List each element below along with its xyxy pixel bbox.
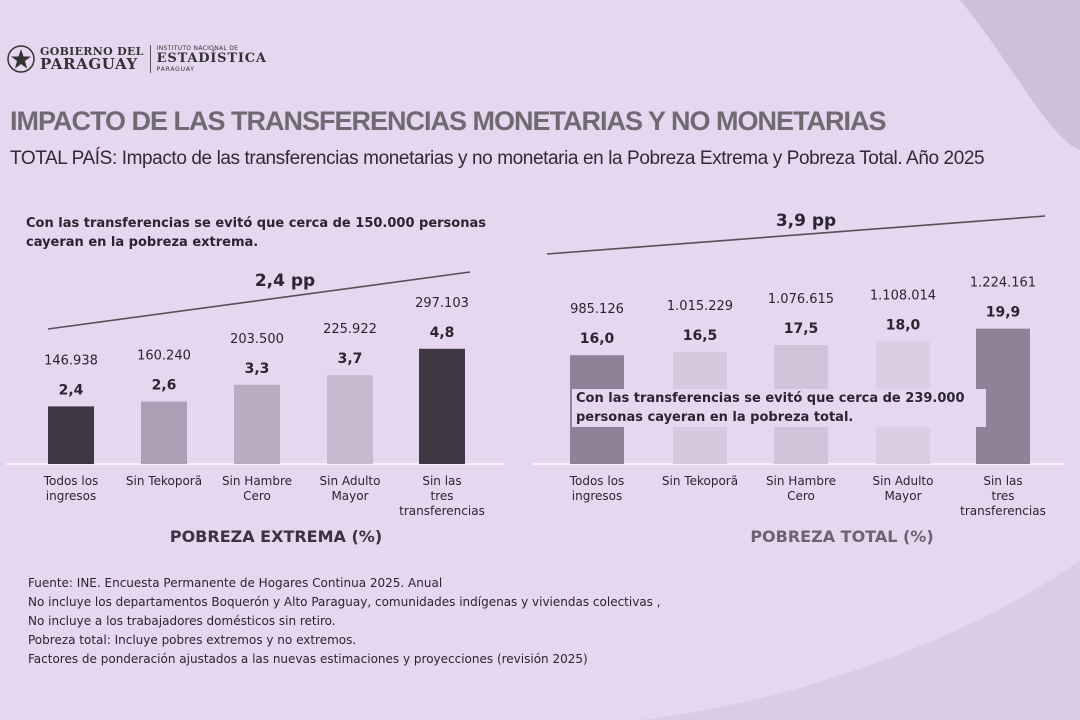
extreme-category-label-5-line3: transferencias	[399, 504, 485, 518]
extreme-bar-4	[327, 375, 373, 464]
gov-wordmark: GOBIERNO DEL PARAGUAY	[40, 46, 144, 72]
extreme-value-label-2: 2,6	[152, 378, 177, 394]
total-persons-label-5: 1.224.161	[970, 276, 1036, 291]
extreme-chart-title: POBREZA EXTREMA (%)	[170, 527, 382, 546]
seal-icon	[7, 45, 35, 73]
extreme-persons-label-4: 225.922	[323, 322, 377, 337]
total-category-label-1-line2: ingresos	[572, 489, 622, 503]
extreme-category-label-3-line2: Cero	[243, 489, 271, 503]
extreme-category-label-1-line2: ingresos	[46, 489, 96, 503]
gov-line2: PARAGUAY	[40, 55, 138, 73]
extreme-bar-2	[141, 401, 187, 464]
total-persons-label-1: 985.126	[570, 302, 624, 317]
extreme-category-label-5-line2: tres	[430, 489, 453, 503]
footnotes: Fuente: INE. Encuesta Permanente de Hoga…	[28, 574, 661, 669]
logo: GOBIERNO DEL PARAGUAY INSTITUTO NACIONAL…	[6, 44, 267, 74]
total-value-label-2: 16,5	[683, 328, 718, 344]
total-value-label-5: 19,9	[986, 305, 1021, 321]
extreme-category-label-5: Sin las	[422, 474, 461, 488]
ine-wordmark: INSTITUTO NACIONAL DE ESTADÍSTICA PARAGU…	[157, 45, 267, 73]
ine-line3: PARAGUAY	[156, 66, 195, 74]
extreme-difference-label: 2,4 pp	[255, 271, 315, 291]
extreme-category-label-4-line2: Mayor	[331, 489, 368, 503]
gov-line1: GOBIERNO DEL	[40, 45, 144, 58]
logo-divider	[149, 45, 151, 73]
extreme-category-label-4: Sin Adulto	[320, 474, 381, 488]
footnote-weights: Factores de ponderación ajustados a las …	[28, 652, 588, 666]
page-subtitle: TOTAL PAÍS: Impacto de las transferencia…	[10, 148, 985, 169]
total-category-label-5: Sin las	[983, 474, 1022, 488]
total-value-label-4: 18,0	[886, 318, 921, 334]
ine-line1: INSTITUTO NACIONAL DE	[156, 44, 239, 52]
total-category-label-5-line3: transferencias	[960, 504, 1046, 518]
total-persons-label-4: 1.108.014	[870, 289, 936, 304]
total-persons-label-3: 1.076.615	[768, 292, 834, 307]
extreme-category-label-2: Sin Tekoporã	[126, 474, 202, 488]
footnote-definition: Pobreza total: Incluye pobres extremos y…	[28, 633, 357, 647]
footnote-workers: No incluye a los trabajadores domésticos…	[28, 614, 336, 628]
extreme-persons-label-5: 297.103	[415, 296, 469, 311]
extreme-value-label-5: 4,8	[430, 325, 455, 341]
total-category-label-4-line2: Mayor	[884, 489, 921, 503]
extreme-poverty-note: Con las transferencias se evitó que cerc…	[26, 216, 486, 250]
footnote-coverage: No incluye los departamentos Boquerón y …	[28, 595, 661, 609]
extreme-category-label-1: Todos los	[43, 474, 99, 488]
extreme-persons-label-2: 160.240	[137, 349, 191, 364]
total-persons-label-2: 1.015.229	[667, 299, 733, 314]
footnote-source: Fuente: INE. Encuesta Permanente de Hoga…	[28, 576, 443, 590]
extreme-category-label-3: Sin Hambre	[222, 474, 292, 488]
total-category-label-3: Sin Hambre	[766, 474, 836, 488]
total-category-label-3-line2: Cero	[787, 489, 815, 503]
total-value-label-1: 16,0	[580, 331, 615, 347]
total-trend-line	[546, 215, 1046, 255]
page-title: IMPACTO DE LAS TRANSFERENCIAS MONETARIAS…	[10, 106, 887, 136]
extreme-persons-label-1: 146.938	[44, 353, 98, 368]
extreme-persons-label-3: 203.500	[230, 332, 284, 347]
extreme-value-label-1: 2,4	[59, 382, 84, 398]
total-difference-label: 3,9 pp	[776, 211, 836, 231]
extreme-bar-5	[419, 348, 465, 464]
total-category-label-2: Sin Tekoporã	[662, 474, 738, 488]
total-category-label-4: Sin Adulto	[873, 474, 934, 488]
extreme-trend-line	[47, 271, 471, 330]
extreme-value-label-3: 3,3	[245, 361, 270, 377]
extreme-value-label-4: 3,7	[338, 351, 363, 367]
total-chart-title: POBREZA TOTAL (%)	[750, 527, 933, 546]
total-poverty-note: Con las transferencias se evitó que cerc…	[572, 389, 986, 427]
extreme-bar-3	[234, 384, 280, 464]
extreme-bar-1	[48, 406, 94, 464]
total-value-label-3: 17,5	[784, 321, 819, 337]
total-category-label-5-line2: tres	[991, 489, 1014, 503]
total-category-label-1: Todos los	[569, 474, 625, 488]
ine-line2: ESTADÍSTICA	[156, 50, 267, 66]
